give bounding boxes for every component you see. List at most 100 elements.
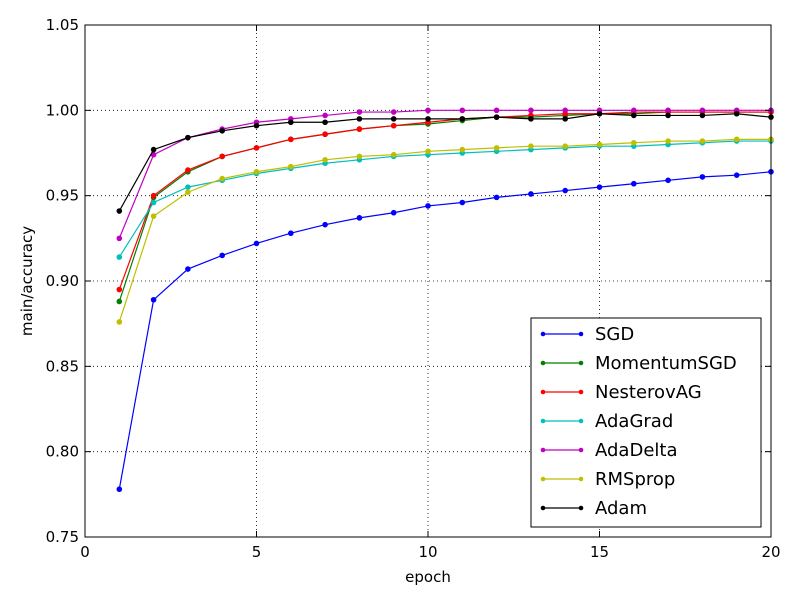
legend-label: RMSprop <box>595 469 675 490</box>
data-point <box>116 286 123 293</box>
data-point <box>116 235 123 242</box>
data-point <box>322 131 328 138</box>
data-point <box>459 199 466 206</box>
legend-marker <box>540 505 546 511</box>
data-point <box>322 112 328 119</box>
data-point <box>322 119 328 126</box>
legend-item: MomentumSGD <box>540 353 737 374</box>
series-line <box>118 109 771 239</box>
y-tick-label: 1.05 <box>46 16 79 34</box>
data-point <box>253 240 260 247</box>
legend-item: NesterovAG <box>540 382 702 403</box>
data-point <box>390 122 397 129</box>
series-adagrad <box>116 138 774 260</box>
data-point <box>185 184 191 190</box>
data-point <box>116 298 123 305</box>
data-point <box>150 192 157 199</box>
axis-ticks: 0 5 10 15 20 0.75 0.80 0.85 0.90 0.95 1.00 1.05 <box>46 16 781 561</box>
data-point <box>150 213 157 219</box>
legend-item: RMSprop <box>540 469 675 490</box>
series-line <box>118 140 771 258</box>
data-point <box>665 138 671 144</box>
data-point <box>288 136 294 143</box>
data-point <box>322 157 328 163</box>
data-point <box>665 177 671 184</box>
data-point <box>528 191 534 197</box>
series-sgd <box>116 168 774 493</box>
series-line <box>118 111 771 290</box>
data-point <box>288 163 294 170</box>
data-point <box>253 122 260 129</box>
x-tick-label: 15 <box>590 543 609 561</box>
x-tick-label: 0 <box>80 543 90 561</box>
data-point <box>631 180 637 187</box>
data-point <box>699 138 706 144</box>
data-point <box>356 153 363 160</box>
data-point <box>493 145 500 151</box>
series-line <box>118 138 771 323</box>
legend-label: AdaDelta <box>595 440 677 461</box>
data-point <box>528 107 534 114</box>
data-point <box>562 187 569 194</box>
legend-label: Adam <box>595 498 647 519</box>
x-axis-label: epoch <box>405 568 451 586</box>
y-tick-label: 0.75 <box>46 528 79 546</box>
data-point <box>390 116 397 122</box>
data-point <box>356 126 363 132</box>
data-point <box>219 153 225 160</box>
data-point <box>356 109 363 115</box>
legend-marker <box>540 418 546 424</box>
legend-marker <box>578 418 584 424</box>
series-adadelta <box>116 107 774 242</box>
data-point <box>288 119 294 126</box>
legend-marker <box>578 476 584 482</box>
data-point <box>562 143 569 149</box>
data-point <box>596 184 603 190</box>
legend-marker <box>578 447 584 453</box>
x-tick-label: 5 <box>252 543 262 561</box>
y-tick-label: 0.90 <box>46 272 79 290</box>
data-point <box>185 167 191 173</box>
data-point <box>596 141 603 148</box>
data-point <box>116 319 123 325</box>
series-nesterovag <box>116 109 774 293</box>
legend-marker <box>578 360 584 366</box>
data-point <box>425 148 431 155</box>
y-tick-label: 1.00 <box>46 101 79 119</box>
series-line <box>118 171 772 490</box>
legend-marker <box>540 331 546 337</box>
data-point <box>699 174 706 180</box>
legend-marker <box>578 505 584 511</box>
series-rmsprop <box>116 136 774 325</box>
data-point <box>185 189 191 196</box>
legend-item: AdaGrad <box>540 411 673 432</box>
series-line <box>118 113 772 212</box>
data-point <box>219 175 225 182</box>
y-tick-label: 0.95 <box>46 187 79 205</box>
data-point <box>356 215 363 221</box>
legend-label: NesterovAG <box>595 382 702 403</box>
data-point <box>116 208 123 214</box>
legend-item: SGD <box>540 324 634 345</box>
data-point <box>493 107 500 114</box>
data-point <box>631 107 637 114</box>
legend-marker <box>578 389 584 395</box>
data-point <box>493 194 500 201</box>
data-point <box>356 116 363 122</box>
data-point <box>528 116 534 122</box>
data-point <box>425 203 431 209</box>
data-point <box>150 146 157 153</box>
data-point <box>562 107 569 114</box>
legend-box <box>530 317 762 528</box>
data-point <box>631 112 637 119</box>
data-point <box>459 146 466 153</box>
y-tick-label: 0.85 <box>46 357 79 375</box>
data-point <box>459 116 466 122</box>
legend-item: AdaDelta <box>540 440 677 461</box>
y-tick-label: 0.80 <box>46 443 79 461</box>
data-point <box>733 172 740 178</box>
data-point <box>631 139 637 146</box>
data-point <box>390 109 397 115</box>
data-point <box>665 112 671 119</box>
